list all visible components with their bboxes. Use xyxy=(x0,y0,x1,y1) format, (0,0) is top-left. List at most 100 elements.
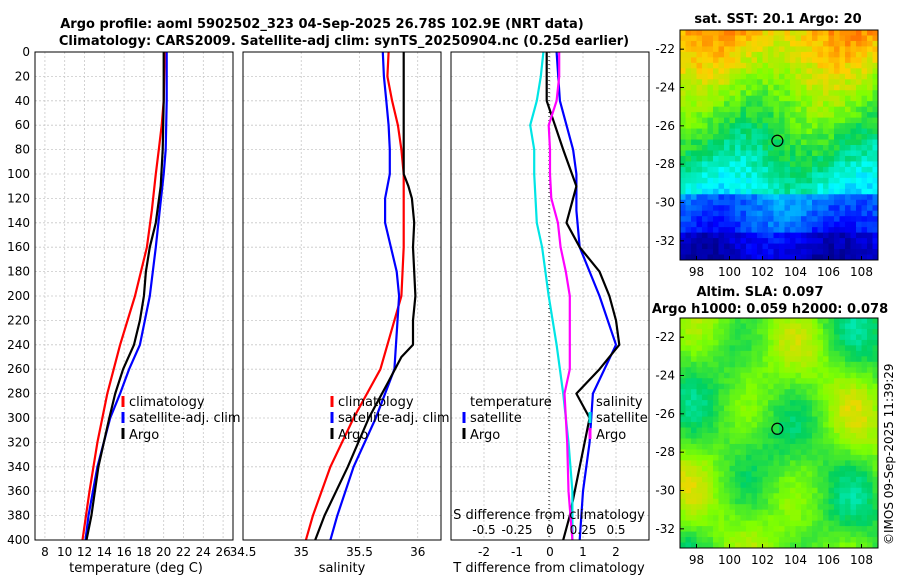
map-cell xyxy=(850,482,857,489)
map-cell xyxy=(746,345,753,352)
map-cell xyxy=(839,318,846,325)
map-cell xyxy=(801,515,808,522)
map-cell xyxy=(768,400,775,407)
map-cell xyxy=(850,526,857,533)
map-cell xyxy=(685,350,692,357)
map-cell xyxy=(740,254,747,260)
map-cell xyxy=(795,106,802,113)
map-cell xyxy=(845,531,852,538)
map-cell xyxy=(746,238,753,245)
map-cell xyxy=(685,454,692,461)
map-cell xyxy=(773,150,780,157)
map-cell xyxy=(790,515,797,522)
map-cell xyxy=(795,150,802,157)
map-cell xyxy=(850,161,857,168)
map-cell xyxy=(861,493,868,500)
sst-map-lat-ticks: -22-24-26-28-30-32 xyxy=(655,42,684,248)
map-cell xyxy=(713,465,720,472)
map-cell xyxy=(773,106,780,113)
map-cell xyxy=(691,389,698,396)
map-cell xyxy=(718,172,725,179)
map-cell xyxy=(729,123,736,130)
map-cell xyxy=(773,422,780,429)
map-cell xyxy=(828,227,835,234)
map-cell xyxy=(784,90,791,97)
map-cell xyxy=(812,150,819,157)
map-cell xyxy=(867,383,874,390)
map-cell xyxy=(806,172,813,179)
map-cell xyxy=(729,328,736,336)
map-cell xyxy=(856,438,863,445)
map-cell xyxy=(784,378,791,385)
map-cell xyxy=(762,139,769,146)
map-cell xyxy=(872,416,878,423)
map-cell xyxy=(872,161,878,168)
map-cell xyxy=(757,471,764,478)
map-cell xyxy=(696,150,703,157)
map-cell xyxy=(806,443,813,451)
map-cell xyxy=(751,35,758,42)
map-cell xyxy=(773,123,780,130)
map-cell xyxy=(702,323,709,330)
map-cell xyxy=(757,101,764,108)
map-cell xyxy=(713,128,720,135)
map-cell xyxy=(724,498,731,505)
map-cell xyxy=(839,493,846,500)
map-cell xyxy=(801,254,808,260)
map-cell xyxy=(817,504,824,511)
map-cell xyxy=(801,498,808,505)
map-cell xyxy=(872,515,878,522)
lat-tick-label: -30 xyxy=(655,484,675,498)
map-cell xyxy=(729,139,736,146)
map-cell xyxy=(806,411,813,418)
map-cell xyxy=(828,123,835,130)
map-cell xyxy=(718,389,725,396)
map-cell xyxy=(773,334,780,341)
map-cell xyxy=(724,73,731,80)
map-cell xyxy=(834,405,841,412)
map-cell xyxy=(691,166,698,173)
map-cell xyxy=(850,249,857,256)
map-cell xyxy=(707,112,714,119)
map-cell xyxy=(757,416,764,423)
map-cell xyxy=(713,210,720,217)
map-cell xyxy=(707,243,714,250)
map-cell xyxy=(757,394,764,401)
map-cell xyxy=(839,249,846,256)
map-cell xyxy=(707,378,714,385)
map-cell xyxy=(718,210,725,217)
map-cell xyxy=(768,504,775,511)
map-cell xyxy=(735,460,742,467)
map-cell xyxy=(779,487,786,494)
lon-tick-label: 102 xyxy=(751,265,774,279)
map-cell xyxy=(861,150,868,157)
map-cell xyxy=(856,249,863,256)
map-cell xyxy=(729,40,736,48)
map-cell xyxy=(773,345,780,352)
map-cell xyxy=(696,542,703,548)
map-cell xyxy=(729,161,736,168)
map-cell xyxy=(806,210,813,217)
map-cell xyxy=(867,509,874,516)
map-cell xyxy=(861,68,868,75)
map-cell xyxy=(718,361,725,368)
map-cell xyxy=(861,460,868,467)
map-cell xyxy=(817,35,824,42)
map-cell xyxy=(735,378,742,385)
map-cell xyxy=(713,471,720,478)
map-cell xyxy=(856,400,863,407)
map-cell xyxy=(746,95,753,102)
map-cell xyxy=(762,449,769,456)
map-cell xyxy=(762,216,769,223)
map-cell xyxy=(768,221,775,228)
title-line2: Climatology: CARS2009. Satellite-adj cli… xyxy=(59,34,629,49)
map-cell xyxy=(817,62,824,69)
map-cell xyxy=(768,205,775,212)
map-cell xyxy=(713,361,720,368)
map-cell xyxy=(729,339,736,346)
s-diff-tick-label: 0.25 xyxy=(570,523,597,537)
map-cell xyxy=(724,216,731,223)
map-cell xyxy=(872,155,878,163)
map-cell xyxy=(828,520,835,527)
map-cell xyxy=(729,62,736,69)
